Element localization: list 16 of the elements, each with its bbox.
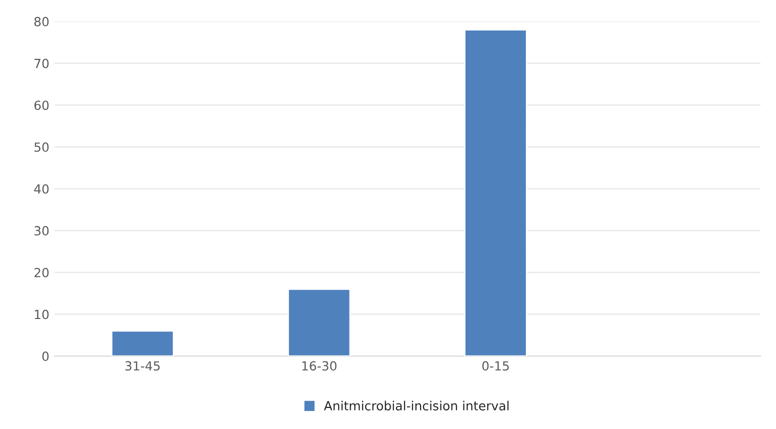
- y-tick-label: 70: [34, 58, 49, 68]
- bar: [464, 29, 528, 356]
- y-tick-label: 80: [34, 16, 49, 26]
- legend-label: Anitmicrobial-incision interval: [324, 400, 509, 410]
- y-tick-label: 60: [34, 100, 49, 110]
- x-tick-label: 31-45: [125, 361, 160, 371]
- y-tick-label: 20: [34, 268, 49, 278]
- x-tick-label: 0-15: [482, 361, 509, 371]
- y-tick-label: 10: [34, 310, 49, 320]
- y-tick-label: 30: [34, 226, 49, 236]
- y-tick-label: 0: [42, 352, 49, 361]
- bar: [111, 330, 174, 356]
- x-tick-label: 16-30: [302, 361, 336, 371]
- bar: [288, 288, 351, 356]
- y-tick-label: 50: [34, 142, 49, 152]
- y-tick-label: 40: [34, 184, 49, 194]
